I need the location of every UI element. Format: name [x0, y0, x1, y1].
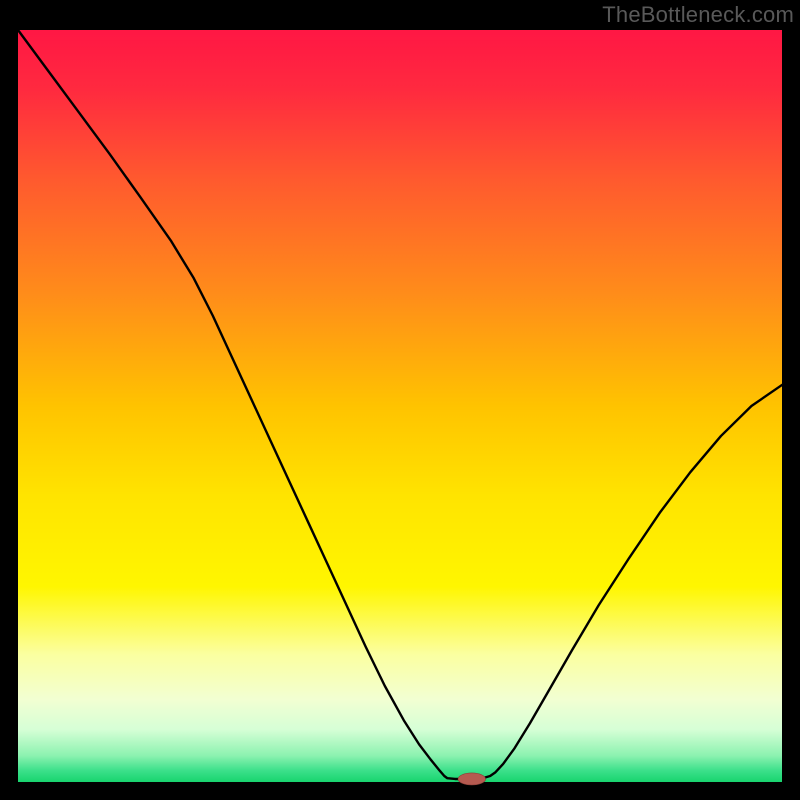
chart-frame: [0, 0, 800, 800]
chart-svg: [0, 0, 800, 800]
plot-background: [18, 30, 782, 782]
valley-marker: [458, 773, 486, 785]
watermark-text: TheBottleneck.com: [602, 2, 794, 28]
